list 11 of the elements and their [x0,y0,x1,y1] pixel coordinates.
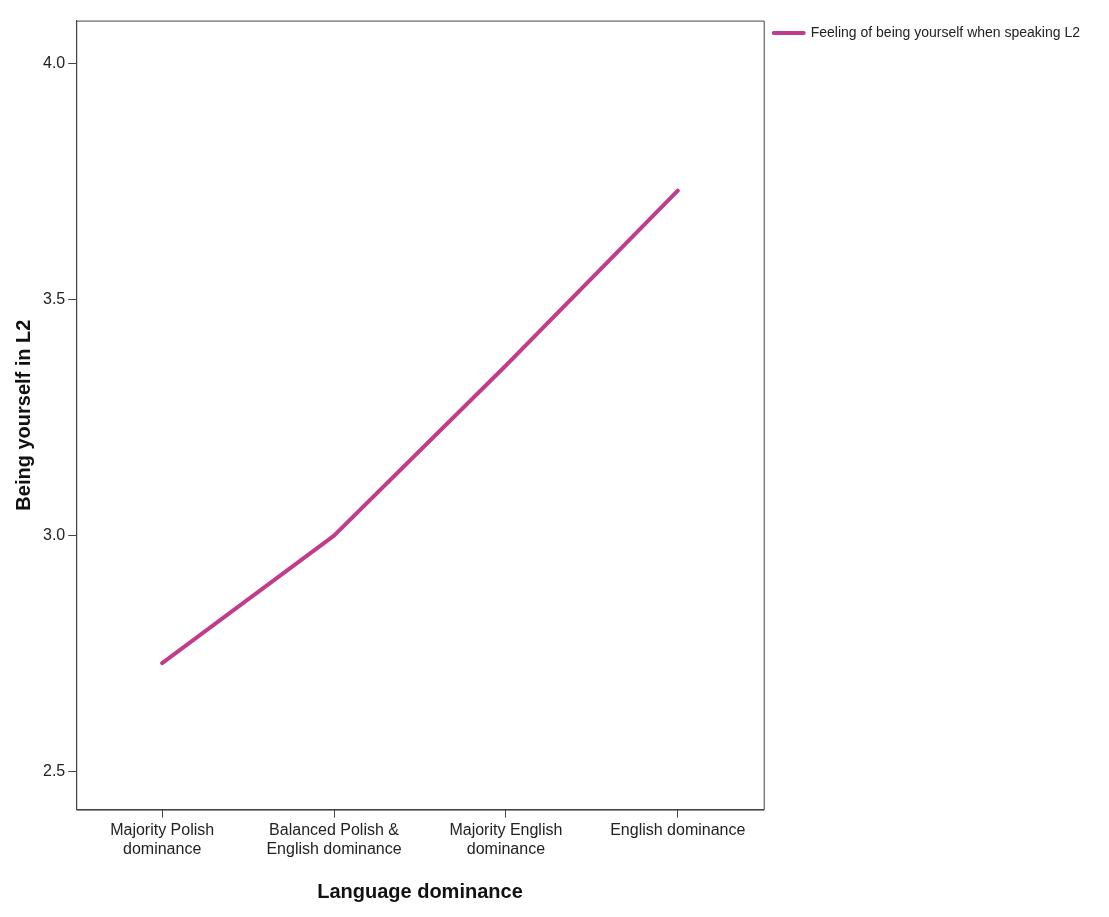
y-tick-label: 2.5 [42,762,66,780]
x-tick-label: Balanced Polish & English dominance [266,820,402,857]
x-tick-label: English dominance [610,820,746,838]
y-axis-title: Being yourself in L2 [11,319,34,511]
y-tick-label: 3.0 [42,525,66,543]
y-tick-label: 3.5 [42,289,66,307]
y-tick-label: 4.0 [42,53,66,71]
x-tick-label: Majority English dominance [449,820,563,857]
x-axis-title: Language dominance [317,879,523,902]
legend-label: Feeling of being yourself when speaking L2 [810,23,1081,40]
x-tick-label: Majority Polish dominance [110,820,215,857]
